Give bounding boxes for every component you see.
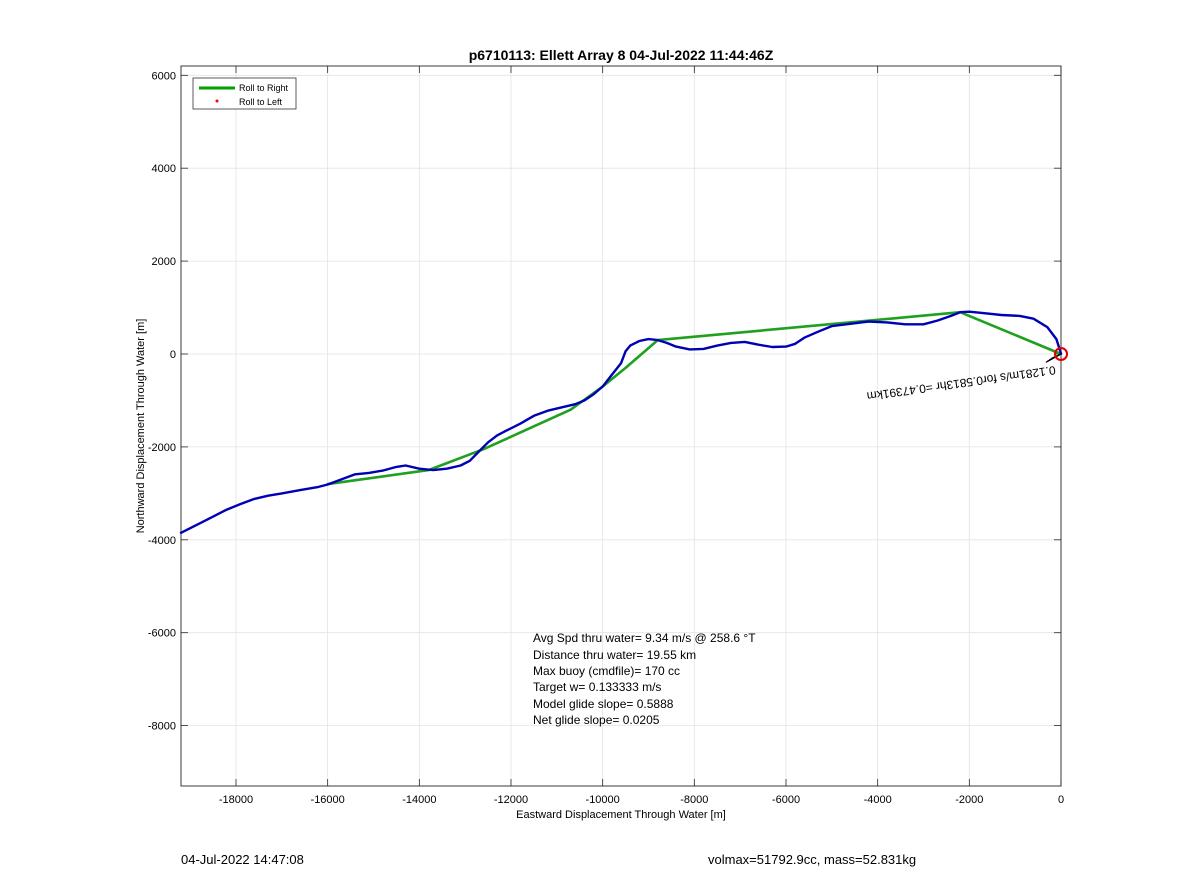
x-axis-label: Eastward Displacement Through Water [m] (516, 809, 726, 821)
axes (180, 65, 1062, 787)
legend: Roll to Right Roll to Left (192, 77, 297, 110)
x-tick-label: 0 (1058, 794, 1064, 806)
y-tick-label: 2000 (152, 256, 176, 268)
stat-net-glide: Net glide slope= 0.0205 (533, 713, 660, 727)
x-tick-label: -10000 (586, 794, 620, 806)
x-tick-label: -6000 (772, 794, 800, 806)
series-line-1 (179, 310, 1063, 534)
stat-avg-speed: Avg Spd thru water= 9.34 m/s @ 258.6 °T (533, 631, 756, 645)
y-tick-label: -6000 (148, 628, 176, 640)
origin-marker (1054, 347, 1068, 361)
x-tick-label: -14000 (402, 794, 436, 806)
legend-swatch-roll-left (215, 99, 219, 103)
y-tick-label: 0 (170, 349, 176, 361)
footer-timestamp: 04-Jul-2022 14:47:08 (181, 852, 304, 867)
legend-box (192, 77, 297, 110)
legend-label-roll-left: Roll to Left (239, 97, 283, 107)
stat-distance: Distance thru water= 19.55 km (533, 648, 696, 662)
x-tick-label: -18000 (219, 794, 253, 806)
x-tick-label: -4000 (864, 794, 892, 806)
grid (181, 66, 1062, 786)
x-tick-label: -2000 (955, 794, 983, 806)
y-tick-label: 4000 (152, 163, 176, 175)
x-tick-label: -12000 (494, 794, 528, 806)
y-axis-label: Northward Displacement Through Water [m] (135, 319, 147, 534)
series-layer (179, 310, 1063, 534)
y-tick-label: -8000 (148, 721, 176, 733)
axes-frame (180, 65, 1062, 787)
footer-volmax-mass: volmax=51792.9cc, mass=52.831kg (708, 852, 917, 867)
x-tick-label: -8000 (680, 794, 708, 806)
legend-label-roll-right: Roll to Right (239, 83, 289, 93)
plot-background (181, 66, 1061, 786)
y-ticks: -8000 -6000 -4000 -2000 0 2000 4000 6000 (148, 70, 1061, 733)
stats-block: Avg Spd thru water= 9.34 m/s @ 258.6 °T … (533, 631, 756, 727)
y-tick-label: -2000 (148, 442, 176, 454)
x-tick-label: -16000 (311, 794, 345, 806)
stat-target-w: Target w= 0.133333 m/s (533, 680, 661, 694)
stat-model-glide: Model glide slope= 0.5888 (533, 697, 674, 711)
chart-title: p6710113: Ellett Array 8 04-Jul-2022 11:… (469, 47, 774, 63)
y-tick-label: -4000 (148, 535, 176, 547)
stat-max-buoy: Max buoy (cmdfile)= 170 cc (533, 664, 680, 678)
y-tick-label: 6000 (152, 70, 176, 82)
x-ticks: -18000 -16000 -14000 -12000 -10000 -8000 -6000… (219, 66, 1064, 806)
